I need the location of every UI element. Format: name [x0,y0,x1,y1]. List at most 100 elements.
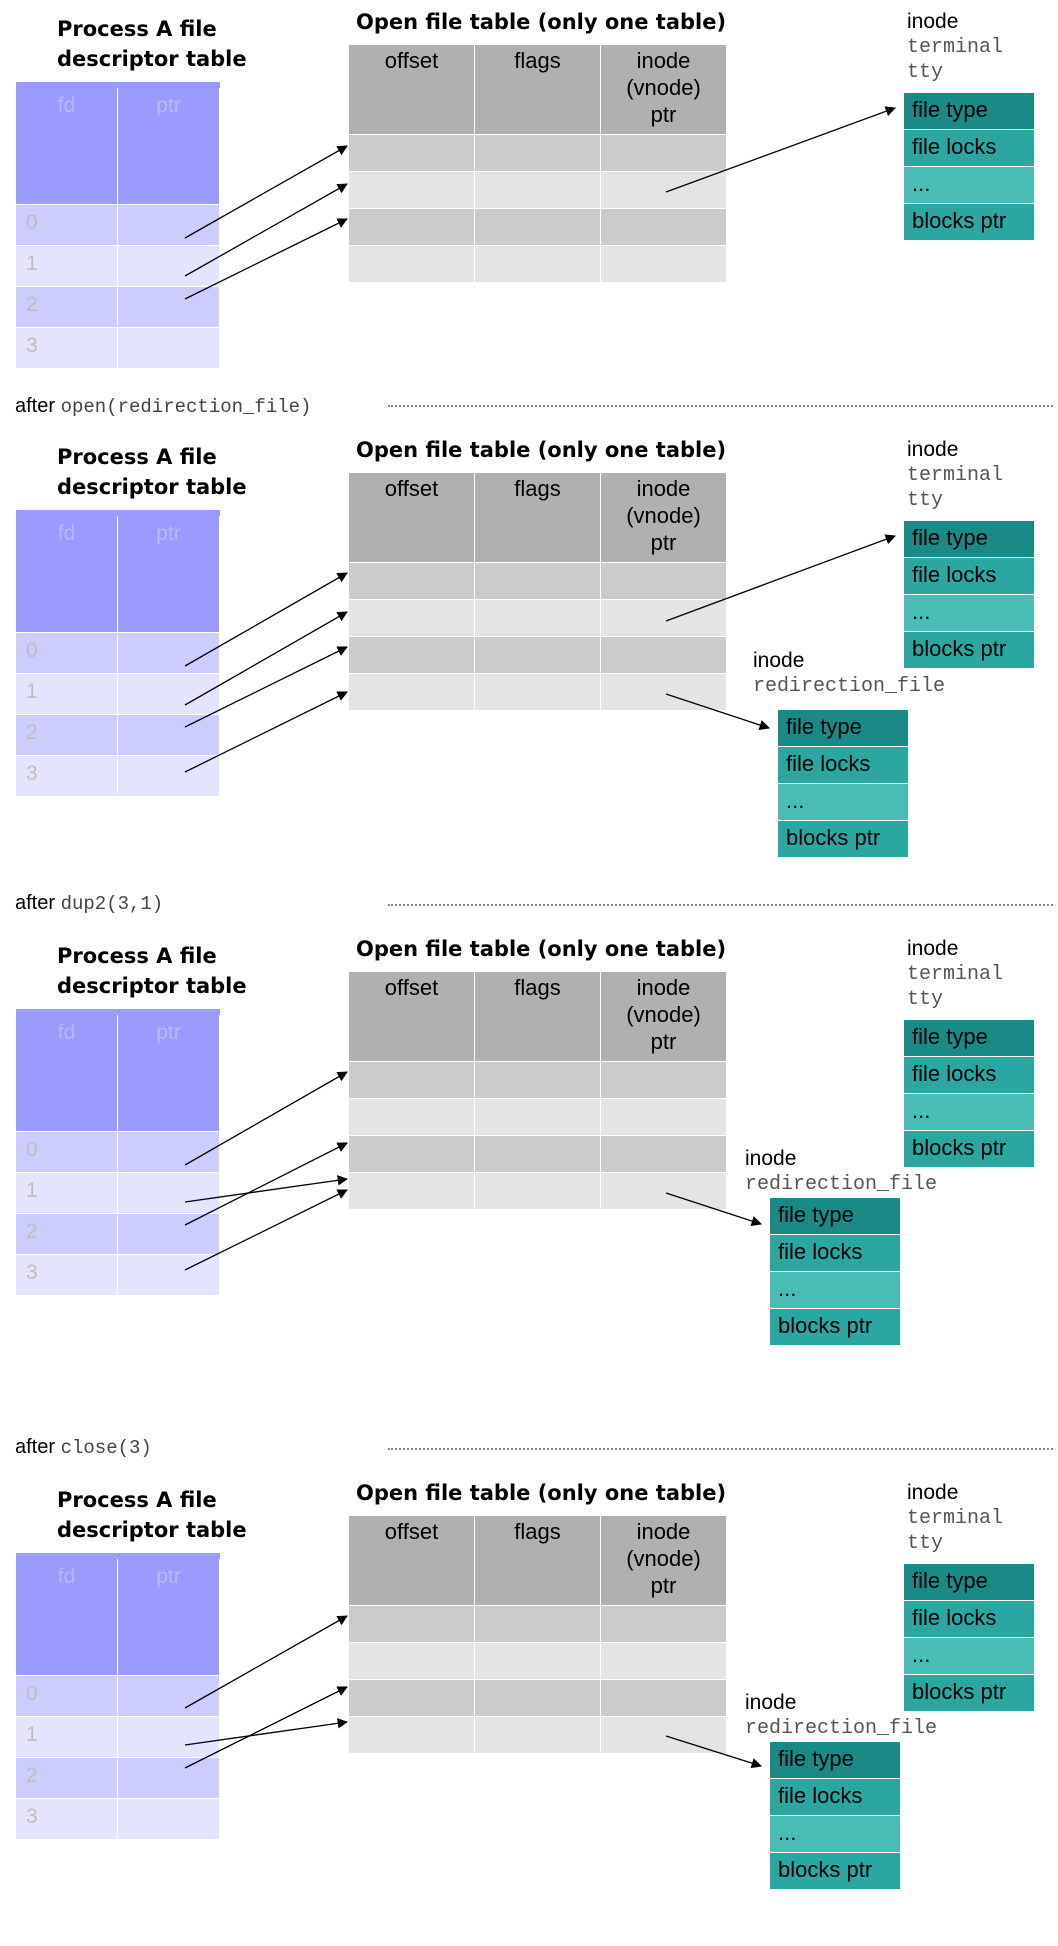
fd-title-line2: descriptor table [57,475,247,499]
ptr-header: ptr [118,1559,220,1676]
arrow-oft-redirection [665,1735,762,1769]
fd-number: 1 [16,1717,118,1758]
arrow-fd3 [184,1189,348,1271]
oft-col-inode-l3: ptr [650,1573,677,1598]
open-file-table: offset flags inode (vnode) ptr [349,45,727,283]
arrow-fd0 [184,1615,348,1709]
oft-row [349,1136,727,1173]
inode-terminal-box: file type file locks ... blocks ptr [904,93,1034,241]
oft-col-inode-l3: ptr [650,1029,677,1054]
inode-terminal-name-l2: tty [907,61,944,84]
oft-row [349,1606,727,1643]
inode-row: file type [904,1020,1034,1057]
oft-row [349,1062,727,1099]
arrow-fd2 [184,1142,348,1226]
inode-row: blocks ptr [904,204,1034,241]
inode-row: blocks ptr [770,1309,900,1346]
inode-terminal-name-l2: tty [907,489,944,512]
separator-line [388,904,1053,906]
inode-row: file type [778,710,908,747]
oft-col-inode-l2: (vnode) [626,75,701,100]
fd-ptr [118,1173,220,1214]
inode-terminal-box: file type file locks ... blocks ptr [904,521,1034,669]
fd-header: fd [16,88,118,205]
step-prefix: after [15,892,56,914]
fd-table-header: fd ptr [16,1009,220,1132]
panel-after-dup2: Process A file descriptor table fd ptr 0… [0,927,1058,1347]
fd-number: 0 [16,205,118,246]
inode-row: file locks [904,1601,1034,1638]
fd-number: 1 [16,246,118,287]
fd-number: 3 [16,1255,118,1296]
arrow-fd0 [184,572,348,667]
panel-after-close: Process A file descriptor table fd ptr 0… [0,1471,1058,1891]
oft-col-inode-l3: ptr [650,102,677,127]
fd-number: 2 [16,1214,118,1255]
arrow-oft-redirection [665,1192,762,1227]
inode-row: ... [770,1272,900,1309]
oft-col-inode: inode (vnode) ptr [601,45,727,135]
inode-row: ... [904,595,1034,632]
ptr-header: ptr [118,88,220,205]
fd-table-header: fd ptr [16,82,220,205]
arrow-fd1 [184,1718,349,1746]
inode-row: ... [904,1638,1034,1675]
oft-col-inode-l2: (vnode) [626,503,701,528]
arrow-fd1 [184,611,348,706]
oft-row [349,1643,727,1680]
fd-title-line1: Process A file [57,17,217,41]
fd-number: 1 [16,1173,118,1214]
panel-after-open: Process A file descriptor table fd ptr 0… [0,428,1058,858]
oft-header: offset flags inode (vnode) ptr [349,45,727,135]
oft-row [349,172,727,209]
open-file-table-title: Open file table (only one table) [356,937,727,961]
oft-col-inode: inode (vnode) ptr [601,473,727,563]
fd-number: 2 [16,1758,118,1799]
fd-row: 2 [16,287,220,328]
fd-number: 3 [16,1799,118,1840]
fd-header: fd [16,516,118,633]
oft-col-inode-l2: (vnode) [626,1002,701,1027]
step-prefix: after [15,395,56,417]
oft-col-offset: offset [349,473,475,563]
fd-row: 0 [16,1676,220,1717]
inode-row: file type [770,1742,900,1779]
inode-row: ... [904,167,1034,204]
fd-row: 1 [16,1173,220,1214]
fd-ptr [118,1214,220,1255]
open-file-table-title: Open file table (only one table) [356,1481,727,1505]
inode-terminal-label: inode [907,10,959,33]
inode-terminal-name-l2: tty [907,988,944,1011]
step-dup2-label: after dup2(3,1) [15,892,163,915]
fd-title-line1: Process A file [57,445,217,469]
arrow-fd2 [184,646,348,728]
oft-col-inode-l1: inode [636,48,691,73]
fd-ptr [118,328,220,369]
arrow-fd2 [184,218,348,300]
fd-row: 1 [16,246,220,287]
inode-row: file type [904,93,1034,130]
inode-terminal-label: inode [907,937,959,960]
inode-row: file locks [904,558,1034,595]
fd-row: 0 [16,1132,220,1173]
oft-col-inode-l2: (vnode) [626,1546,701,1571]
inode-row: file locks [904,130,1034,167]
separator-line [388,1448,1053,1450]
fd-ptr [118,1255,220,1296]
step-close-label: after close(3) [15,1436,152,1459]
panel-initial: Process A file descriptor table fd ptr 0… [0,0,1058,420]
fd-ptr [118,1132,220,1173]
inode-row: file locks [778,747,908,784]
oft-col-inode: inode (vnode) ptr [601,1516,727,1606]
inode-terminal-name-l1: terminal [907,963,1004,986]
fd-header: fd [16,1015,118,1132]
oft-row [349,246,727,283]
fd-title-line2: descriptor table [57,1518,247,1542]
fd-number: 1 [16,674,118,715]
inode-terminal-box: file type file locks ... blocks ptr [904,1020,1034,1168]
step-code: open(redirection_file) [60,396,312,418]
inode-terminal-name-l1: terminal [907,464,1004,487]
inode-row: ... [904,1094,1034,1131]
oft-col-flags: flags [475,1516,601,1606]
